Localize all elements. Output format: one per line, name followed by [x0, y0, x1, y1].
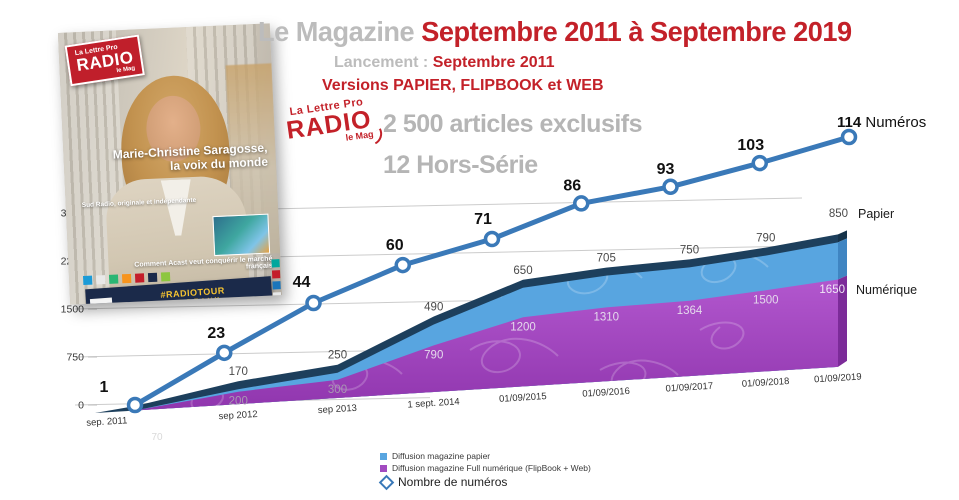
svg-text:60: 60 [386, 237, 404, 254]
svg-text:650: 650 [513, 265, 532, 277]
legend-label-papier: Diffusion magazine papier [392, 451, 491, 461]
legend-swatch-papier-icon [380, 452, 387, 460]
svg-text:114 Numéros: 114 Numéros [837, 114, 926, 131]
svg-text:1364: 1364 [677, 305, 703, 317]
versions-line: Versions PAPIER, FLIPBOOK et WEB [322, 77, 604, 94]
svg-text:01/09/2018: 01/09/2018 [742, 376, 790, 390]
series-label-papier: Papier [858, 207, 895, 221]
svg-text:170: 170 [229, 366, 248, 378]
svg-text:sep. 2011: sep. 2011 [86, 415, 128, 428]
svg-text:44: 44 [293, 274, 311, 291]
svg-text:750: 750 [680, 244, 699, 256]
launch-value: Septembre 2011 [432, 54, 555, 71]
svg-text:23: 23 [207, 325, 225, 342]
svg-text:705: 705 [597, 253, 616, 265]
svg-text:1200: 1200 [510, 321, 536, 333]
svg-text:sep 2013: sep 2013 [318, 403, 358, 416]
svg-text:790: 790 [756, 233, 775, 245]
svg-text:1 sept. 2014: 1 sept. 2014 [407, 396, 460, 410]
svg-text:1310: 1310 [593, 311, 619, 323]
svg-text:250: 250 [328, 350, 347, 362]
legend-item-numerique: Diffusion magazine Full numérique (FlipB… [380, 463, 591, 473]
launch-line: Lancement : Septembre 2011 [334, 54, 555, 72]
svg-text:200: 200 [229, 396, 248, 408]
svg-text:300: 300 [328, 384, 347, 396]
legend-item-numeros: Nombre de numéros [378, 474, 591, 490]
legend-swatch-numerique-icon [380, 464, 387, 472]
legend-label-numeros: Nombre de numéros [398, 475, 508, 489]
svg-text:71: 71 [474, 211, 492, 228]
svg-text:1500: 1500 [753, 294, 779, 306]
stat-hors-serie: 12 Hors-Série [383, 151, 538, 179]
svg-text:86: 86 [563, 177, 581, 194]
svg-text:93: 93 [657, 161, 675, 178]
title-prefix: Le Magazine [258, 16, 422, 47]
svg-text:490: 490 [424, 301, 443, 313]
svg-text:103: 103 [737, 137, 764, 154]
legend-label-numerique: Diffusion magazine Full numérique (FlipB… [392, 463, 591, 473]
stat-articles: 2 500 articles exclusifs [383, 110, 643, 138]
series-label-numerique: Numérique [856, 283, 918, 297]
title-main: Septembre 2011 à Septembre 2019 [421, 16, 852, 47]
svg-text:70: 70 [151, 432, 163, 443]
svg-text:01/09/2015: 01/09/2015 [499, 391, 547, 405]
svg-text:01/09/2016: 01/09/2016 [582, 386, 630, 400]
legend-diamond-icon [378, 474, 395, 490]
legend-item-papier: Diffusion magazine papier [380, 451, 591, 461]
chart-legend: Diffusion magazine papier Diffusion maga… [378, 451, 591, 491]
launch-label: Lancement : [334, 54, 433, 71]
svg-text:01/09/2017: 01/09/2017 [665, 381, 713, 395]
svg-text:0: 0 [78, 400, 84, 412]
svg-text:sep 2012: sep 2012 [218, 409, 258, 422]
svg-text:790: 790 [424, 349, 443, 361]
svg-text:1: 1 [100, 379, 109, 396]
magazine-cover: La Lettre Pro RADIO le Mag Marie-Christi… [57, 23, 283, 305]
svg-text:1500: 1500 [61, 304, 85, 316]
cover-video-thumbnail [212, 213, 271, 257]
page-title: Le Magazine Septembre 2011 à Septembre 2… [258, 16, 852, 48]
svg-text:750: 750 [66, 352, 84, 364]
svg-text:01/09/2019: 01/09/2019 [814, 371, 862, 385]
svg-text:1650: 1650 [819, 284, 845, 296]
svg-text:850: 850 [829, 208, 848, 220]
